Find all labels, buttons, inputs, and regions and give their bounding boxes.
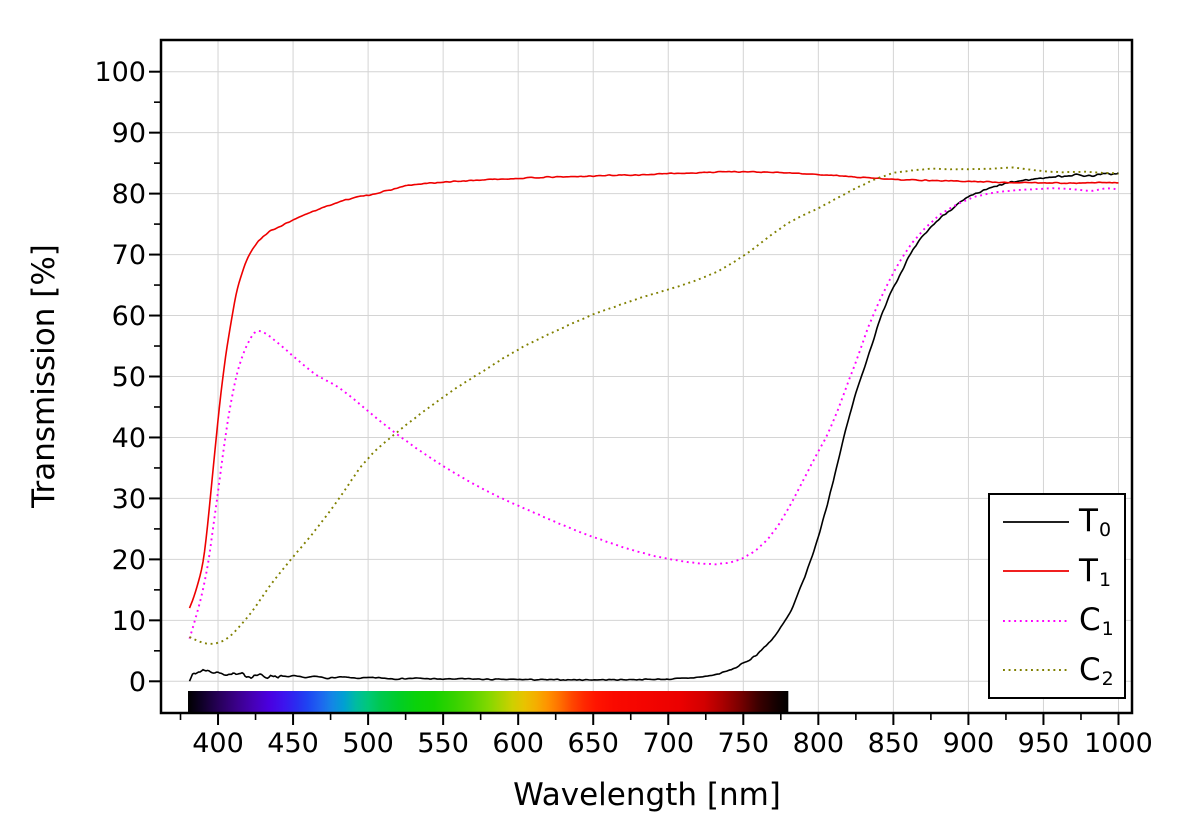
legend-label-subscript: 1 [1101,618,1114,641]
y-tick-labels: 0 10 20 30 40 50 60 70 80 90 100 [94,57,146,698]
svg-text:950: 950 [1018,728,1070,759]
axis-ticks [149,70,1120,725]
svg-text:700: 700 [642,728,694,759]
legend-line-sample-C2 [1003,669,1069,672]
series-line-T0 [188,172,1119,682]
legend-line-sample-T1 [1003,570,1069,573]
svg-text:650: 650 [567,728,619,759]
legend-label-subscript: 0 [1098,519,1112,542]
y-axis-title: Transmission [%] [26,244,62,508]
svg-text:60: 60 [112,301,146,332]
legend-label-subscript: 1 [1098,568,1112,591]
legend-label: C [1079,602,1101,639]
series-line-T1 [188,170,1119,609]
gridlines [161,40,1132,713]
legend-line-sample-T0 [1003,520,1069,523]
legend-label: C [1079,651,1101,688]
x-axis-title: Wavelength [nm] [513,777,781,813]
svg-text:600: 600 [492,728,544,759]
svg-text:90: 90 [112,118,146,149]
svg-text:850: 850 [868,728,920,759]
svg-text:400: 400 [192,728,244,759]
svg-text:0: 0 [129,667,146,698]
series-line-C2 [189,166,1119,645]
svg-text:900: 900 [943,728,995,759]
svg-text:550: 550 [417,728,469,759]
svg-text:80: 80 [112,179,146,210]
svg-text:800: 800 [793,728,845,759]
series-line-C1 [188,187,1119,639]
legend-label: T [1079,552,1098,589]
x-tick-labels: 400 450 500 550 600 650 700 750 800 850 900 950 1000 [192,728,1153,759]
legend-line-sample-C1 [1003,619,1069,622]
legend-label: T [1079,503,1098,540]
svg-text:750: 750 [718,728,770,759]
svg-text:70: 70 [112,240,146,271]
svg-text:100: 100 [94,57,146,88]
svg-text:1000: 1000 [1084,728,1153,759]
svg-text:40: 40 [112,423,146,454]
series-curves [188,166,1119,682]
svg-text:450: 450 [267,728,319,759]
svg-text:500: 500 [342,728,394,759]
legend-label-subscript: 2 [1101,667,1114,690]
plot-frame [159,38,1134,715]
spectrum-color-bar [188,691,789,712]
svg-text:50: 50 [112,362,146,393]
svg-text:30: 30 [112,484,146,515]
svg-text:20: 20 [112,545,146,576]
svg-text:10: 10 [112,606,146,637]
